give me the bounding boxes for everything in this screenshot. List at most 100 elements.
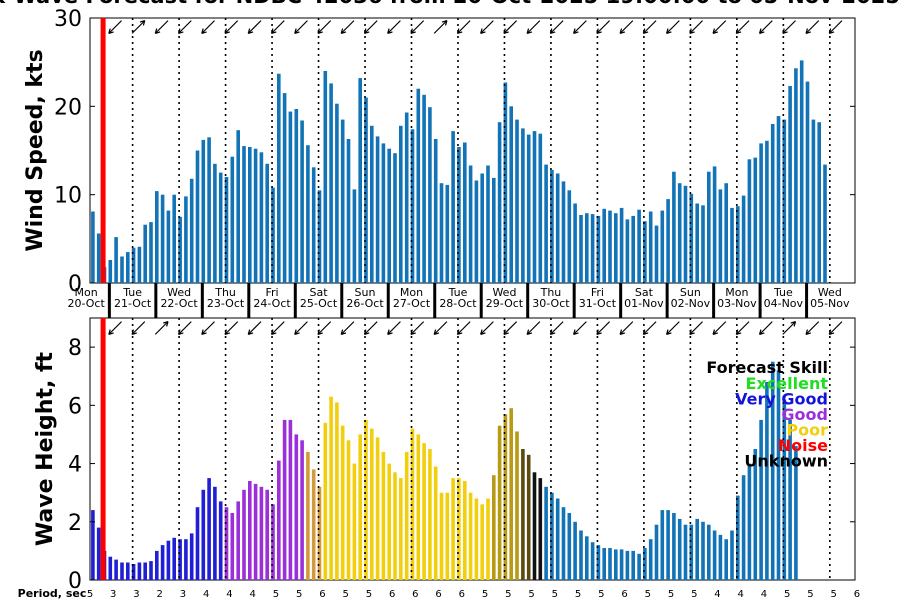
wave-bar — [352, 463, 357, 580]
day-date-label: 21-Oct — [114, 297, 152, 310]
wave-direction-arrow — [619, 321, 634, 335]
wave-bar — [555, 498, 560, 580]
wind-bar — [242, 146, 246, 283]
wind-direction-arrow — [154, 20, 169, 34]
wind-bar — [463, 142, 467, 283]
wind-direction-arrow-head — [294, 28, 300, 34]
wind-direction-arrow — [549, 20, 564, 34]
wave-bar — [335, 402, 339, 580]
wind-bar — [573, 203, 577, 283]
wave-direction-arrow-head — [247, 329, 254, 335]
period-label: 5 — [296, 589, 302, 600]
wind-direction-arrow-head — [363, 28, 370, 34]
period-label: 4 — [714, 589, 720, 600]
wind-panel-frame — [89, 17, 856, 284]
wind-bar — [114, 237, 118, 283]
wind-bar — [131, 247, 136, 283]
period-label: 5 — [831, 589, 837, 600]
wind-y-tick-label: 30 — [54, 7, 82, 32]
wind-bar — [474, 180, 479, 283]
wind-bar — [445, 184, 450, 283]
wave-bar — [677, 518, 682, 580]
wind-bar — [248, 147, 252, 283]
wind-bar — [794, 68, 798, 283]
wind-direction-arrow-head — [689, 28, 695, 34]
wave-bar — [689, 524, 694, 580]
wind-bar — [410, 129, 415, 283]
wind-bar — [689, 193, 694, 283]
day-separator — [154, 283, 158, 318]
wind-direction-arrow-head — [410, 28, 416, 34]
wave-bar — [451, 478, 455, 580]
wave-bar — [736, 495, 740, 580]
wave-bar — [492, 475, 496, 580]
wave-bar — [311, 469, 316, 580]
period-axis-label: Period, sec — [18, 587, 87, 600]
wave-y-tick-label: 4 — [68, 453, 82, 478]
wind-bar — [817, 122, 821, 283]
wave-direction-arrow — [224, 321, 239, 335]
wind-direction-arrow — [433, 20, 448, 34]
wind-bar — [672, 171, 676, 283]
wave-bar — [265, 489, 269, 580]
wind-bar — [526, 134, 531, 283]
day-separator — [572, 283, 576, 318]
wave-bar — [428, 449, 432, 580]
wind-bar — [189, 178, 194, 283]
day-separator — [479, 283, 483, 318]
wave-bar — [567, 513, 572, 580]
wave-panel-frame — [89, 317, 856, 581]
wind-bar — [608, 210, 612, 283]
wind-direction-arrow — [131, 20, 146, 34]
day-separator — [107, 283, 111, 318]
wind-bar — [335, 103, 339, 283]
wind-bar — [120, 256, 124, 283]
wave-direction-arrow-head — [619, 329, 626, 335]
wind-bar — [277, 73, 281, 283]
wave-bar — [370, 428, 374, 580]
wind-bar — [677, 183, 682, 283]
wind-bar — [433, 139, 438, 283]
wind-bar — [602, 208, 606, 283]
wind-bar — [422, 94, 426, 283]
wind-bar — [579, 215, 583, 283]
wave-bar — [590, 542, 595, 580]
legend-item: Good — [781, 405, 828, 424]
day-name-label: Thu — [214, 286, 236, 299]
wind-bar — [480, 173, 484, 283]
wave-direction-arrow — [317, 321, 332, 335]
wave-direction-arrow — [549, 321, 564, 335]
wave-bar — [207, 478, 211, 580]
wind-direction-arrow — [224, 20, 239, 34]
wind-bar — [730, 207, 734, 283]
wind-bar — [753, 157, 758, 283]
wind-bar — [614, 213, 618, 283]
wave-bar — [602, 548, 606, 580]
wave-bar — [340, 425, 345, 580]
wave-direction-arrow-head — [433, 329, 440, 335]
wave-bar — [497, 425, 502, 580]
wave-direction-arrow-head — [526, 329, 533, 335]
wind-bar — [416, 88, 421, 283]
wave-bar — [521, 449, 525, 580]
day-name-label: Fri — [265, 286, 278, 299]
wind-direction-arrow — [596, 20, 611, 34]
wave-bar — [538, 478, 543, 580]
wind-direction-arrow-head — [735, 28, 742, 34]
wind-bar — [631, 215, 635, 283]
wave-direction-arrow-head — [480, 329, 486, 335]
wind-bar — [375, 136, 380, 283]
wave-bar — [637, 553, 641, 580]
wave-bar — [178, 539, 182, 580]
wave-bar — [294, 434, 299, 580]
day-date-label: 05-Nov — [810, 297, 850, 310]
wind-direction-arrow — [480, 20, 494, 34]
wave-direction-arrow — [178, 321, 192, 335]
wind-direction-arrow — [735, 20, 750, 34]
wave-y-tick-label: 6 — [68, 394, 82, 419]
wave-direction-arrow-head — [596, 329, 602, 335]
wave-bar — [625, 550, 630, 580]
wave-bar — [300, 440, 304, 580]
day-date-label: 30-Oct — [532, 297, 570, 310]
